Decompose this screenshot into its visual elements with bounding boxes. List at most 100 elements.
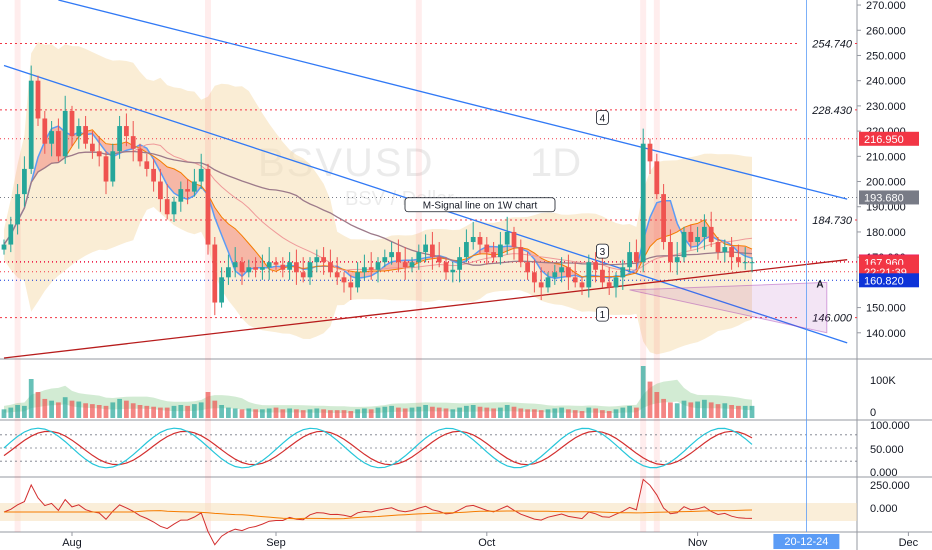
volume-bar — [151, 406, 156, 418]
candle-body — [362, 267, 367, 273]
volume-bar — [430, 406, 435, 418]
candle-body — [90, 143, 95, 152]
volume-bar — [280, 409, 286, 418]
volume-bar — [402, 408, 408, 418]
candle-body — [715, 242, 721, 253]
volume-bar — [328, 410, 333, 418]
price-tick-label: 200.000 — [866, 177, 906, 189]
volume-band — [4, 379, 752, 414]
time-tick-label: Oct — [478, 537, 495, 549]
volume-bar — [674, 403, 680, 418]
time-tick-label: Nov — [688, 537, 708, 549]
candle-body — [144, 161, 150, 169]
volume-bar — [586, 407, 592, 418]
volume-bar — [1, 409, 7, 418]
candle-body — [96, 151, 102, 157]
volume-bar — [321, 409, 326, 418]
volume-bar — [600, 410, 605, 418]
volume-bar — [443, 408, 449, 418]
wave-label: 3 — [600, 247, 606, 258]
candle-body — [668, 242, 673, 263]
volume-bar — [49, 400, 54, 418]
upper-trend-line[interactable] — [58, 0, 848, 200]
volume-bar — [654, 392, 660, 418]
candle-body — [185, 189, 190, 192]
candle-body — [423, 244, 428, 253]
candle-body — [409, 262, 415, 268]
wave-label-box[interactable] — [596, 306, 609, 322]
callout-text: M-Signal line on 1W chart — [423, 201, 538, 212]
candle-body — [300, 272, 306, 278]
candle-body — [518, 247, 524, 263]
candle-body — [103, 156, 109, 182]
volume-bar — [144, 405, 150, 418]
time-tick-label: Aug — [62, 537, 82, 549]
candle-body — [593, 262, 598, 270]
price-tick-label: 150.000 — [866, 303, 906, 315]
candle-body — [552, 272, 558, 278]
volume-bar — [470, 405, 476, 418]
cci-band — [0, 503, 857, 521]
candle-body — [368, 267, 374, 270]
candle-body — [260, 267, 265, 270]
annotations[interactable]: 4 3 1 A M-Signal line on 1W chart — [404, 110, 824, 322]
candle-body — [56, 131, 61, 157]
volume-bar — [518, 408, 524, 418]
candle-body — [198, 168, 204, 182]
stoch-axis-label: 0.000 — [870, 467, 898, 479]
price-tick-label: 240.000 — [866, 76, 906, 88]
volume-bar — [450, 409, 456, 418]
volume-bar — [334, 410, 340, 418]
time-tick-label: Sep — [266, 537, 286, 549]
candle-body — [688, 231, 694, 243]
volume-bar — [423, 405, 428, 418]
volume-axis-label: 0 — [870, 407, 876, 419]
candle-body — [477, 236, 483, 245]
volume-bar — [266, 408, 272, 418]
support-line[interactable] — [3, 259, 848, 359]
interval-watermark: 1D — [530, 141, 581, 185]
price-tick-label: 250.000 — [866, 50, 906, 62]
candle-body — [294, 262, 299, 273]
level-label: 184.730 — [812, 215, 853, 227]
candle-body — [389, 252, 394, 258]
candles — [1, 65, 755, 316]
candle-body — [69, 110, 75, 137]
volume-bar — [164, 407, 170, 418]
candle-body — [151, 168, 156, 182]
candle-body — [450, 269, 456, 273]
price-badge-label: 160.820 — [864, 275, 904, 287]
candle-body — [49, 131, 54, 144]
volume-bar — [198, 402, 204, 418]
volume-bar — [382, 406, 388, 418]
volume-bar — [355, 409, 360, 418]
callout-box[interactable] — [404, 197, 556, 213]
volume-bar — [613, 409, 619, 418]
candle-body — [525, 262, 530, 273]
wave-label: 4 — [600, 113, 606, 124]
price-tick-label: 210.000 — [866, 151, 906, 163]
candle-body — [511, 231, 517, 248]
volume-bar — [647, 381, 653, 418]
candle-body — [226, 267, 231, 278]
date-badge — [773, 534, 840, 549]
candle-body — [22, 168, 27, 195]
candle-body — [416, 252, 422, 263]
time-axis[interactable]: AugSepOctNovDec202120-12-24 — [62, 0, 932, 549]
candle-body — [708, 226, 714, 243]
candle-body — [742, 262, 748, 264]
wave-label-box[interactable] — [596, 243, 609, 259]
candle-body — [219, 277, 224, 303]
candle-body — [171, 201, 177, 215]
volume-bar — [35, 392, 41, 418]
candle-body — [443, 262, 449, 273]
candle-body — [341, 277, 347, 283]
candle-body — [545, 277, 551, 288]
candle-body — [287, 262, 292, 270]
wave-label-box[interactable] — [596, 110, 609, 125]
candle-body — [130, 136, 136, 149]
volume-bar — [749, 405, 755, 418]
stoch-k-line — [3, 427, 753, 469]
candle-body — [457, 257, 462, 270]
